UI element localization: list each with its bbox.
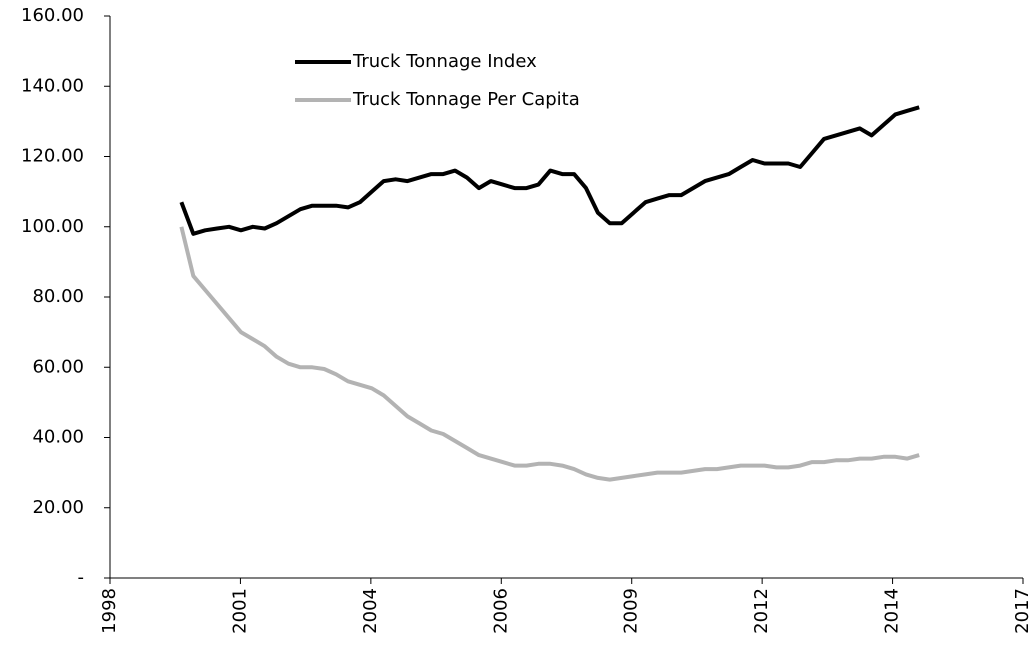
y-tick-label: 120.00 bbox=[21, 146, 84, 167]
y-tick-label: 40.00 bbox=[32, 427, 84, 448]
y-tick-label: 60.00 bbox=[32, 356, 84, 377]
x-tick-label: 2004 bbox=[360, 588, 381, 634]
y-tick-label: 100.00 bbox=[21, 216, 84, 237]
y-tick-label: - bbox=[78, 567, 85, 588]
legend-label: Truck Tonnage Per Capita bbox=[352, 89, 580, 110]
x-tick-label: 2006 bbox=[490, 588, 511, 634]
legend-label: Truck Tonnage Index bbox=[352, 51, 537, 72]
x-tick-label: 1998 bbox=[99, 588, 120, 634]
y-tick-label: 140.00 bbox=[21, 75, 84, 96]
y-tick-label: 80.00 bbox=[32, 286, 84, 307]
line-series bbox=[179, 105, 920, 236]
x-tick-label: 2014 bbox=[882, 588, 903, 634]
line-series bbox=[179, 226, 920, 482]
y-tick-label: 160.00 bbox=[21, 5, 84, 26]
y-tick-label: 20.00 bbox=[32, 497, 84, 518]
x-tick-label: 2009 bbox=[621, 588, 642, 634]
x-tick-label: 2017 bbox=[1012, 588, 1033, 634]
x-tick-label: 2012 bbox=[751, 588, 772, 634]
x-tick-label: 2001 bbox=[229, 588, 250, 634]
